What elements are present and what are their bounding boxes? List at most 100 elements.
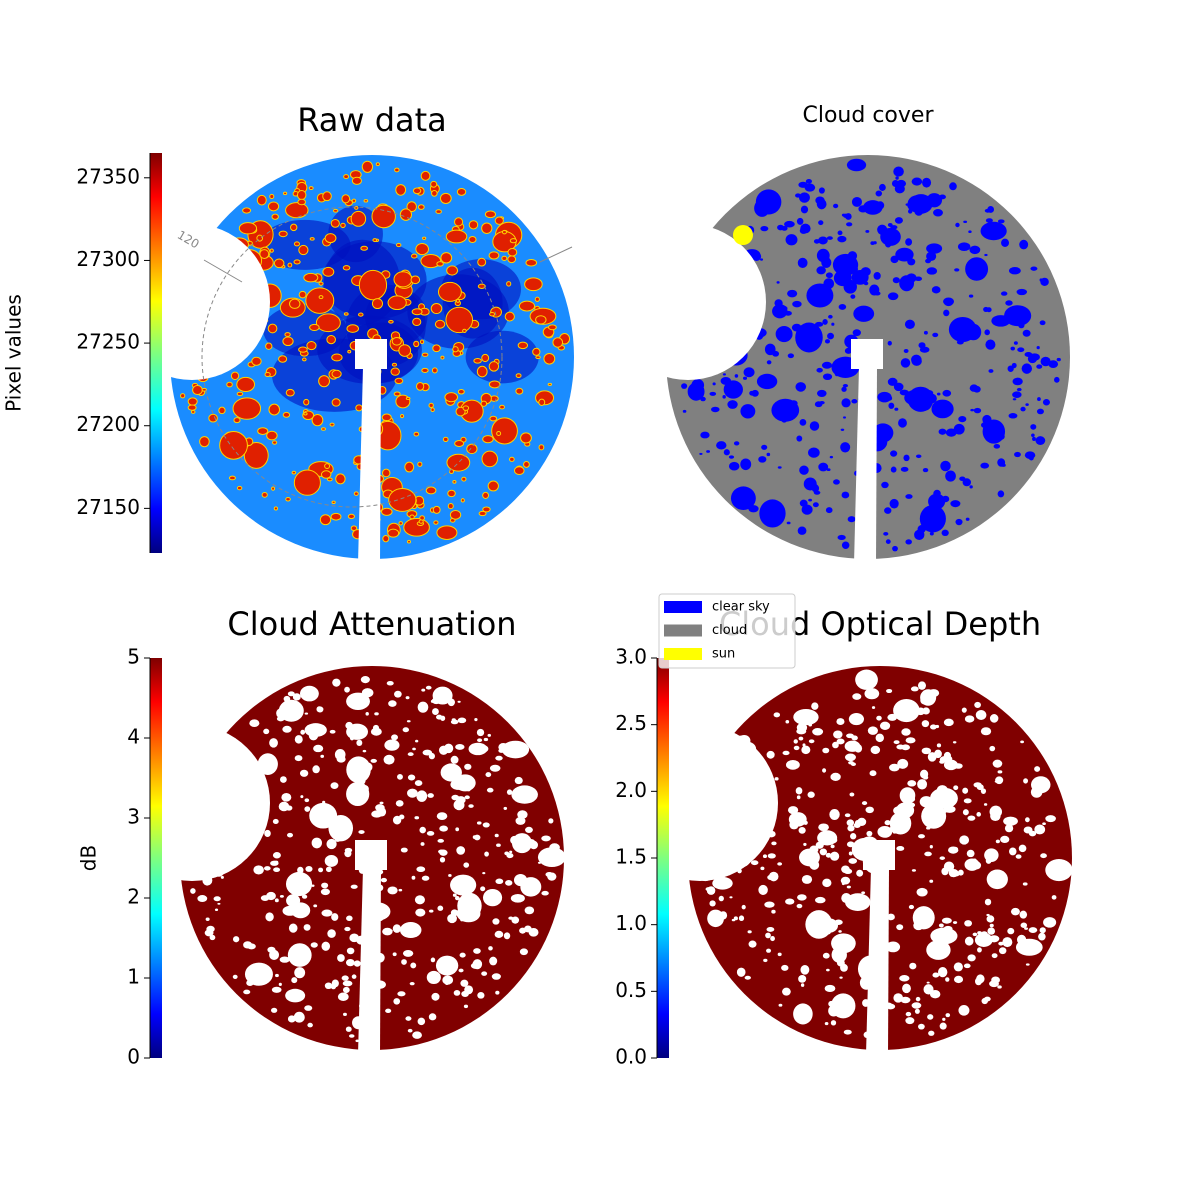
sky-blob <box>411 875 416 880</box>
sky-blob <box>766 927 775 932</box>
sky-blob <box>760 866 765 871</box>
sky-blob <box>759 258 764 261</box>
sky-blob <box>233 417 241 424</box>
sky-blob <box>299 685 319 702</box>
sky-blob <box>994 780 998 783</box>
sky-blob <box>914 1008 920 1014</box>
sky-blob <box>801 504 813 515</box>
sky-blob <box>716 441 727 450</box>
sky-blob <box>945 428 957 437</box>
sky-blob <box>543 352 556 365</box>
sky-blob <box>833 269 852 287</box>
sky-blob <box>220 875 224 879</box>
sky-blob <box>282 725 292 733</box>
sky-blob <box>541 835 551 842</box>
sky-blob <box>815 896 826 904</box>
sky-blob <box>384 739 400 751</box>
sky-blob <box>358 269 388 301</box>
sky-blob <box>457 717 467 724</box>
sky-blob <box>818 823 829 832</box>
sky-blob <box>261 491 268 498</box>
sky-blob <box>1025 963 1030 966</box>
sky-blob <box>905 1017 915 1025</box>
sky-blob <box>319 514 332 526</box>
sky-blob <box>324 463 331 470</box>
sky-blob <box>432 344 441 353</box>
sky-blob <box>404 461 415 473</box>
sky-blob <box>787 353 795 359</box>
colorbar-tick-label: 1.0 <box>615 911 647 935</box>
sky-blob <box>836 738 845 745</box>
sky-blob <box>205 917 210 922</box>
sky-blob <box>342 265 351 271</box>
sky-blob <box>320 754 325 758</box>
sky-blob <box>289 298 301 309</box>
sky-blob <box>975 977 983 986</box>
sky-blob <box>985 857 992 864</box>
sky-blob <box>984 898 992 906</box>
sky-blob <box>297 887 304 893</box>
sky-blob <box>841 398 851 408</box>
sky-blob <box>853 305 875 322</box>
sky-blob <box>511 916 520 924</box>
sky-blob <box>377 807 387 817</box>
colorbar-tick-label: 5 <box>127 645 140 669</box>
sky-blob <box>953 962 963 972</box>
sky-blob <box>1003 816 1018 826</box>
sky-blob <box>348 1034 355 1038</box>
sky-blob <box>351 176 362 185</box>
sky-blob <box>282 336 294 347</box>
sky-blob <box>989 805 1003 818</box>
sky-blob <box>992 759 1003 768</box>
sky-blob <box>893 166 904 177</box>
sky-blob <box>711 406 720 413</box>
sky-blob <box>824 984 836 993</box>
sky-blob <box>808 498 813 502</box>
sky-blob <box>392 952 397 957</box>
sky-blob <box>858 205 868 213</box>
sky-blob <box>889 763 900 772</box>
mask-block <box>355 840 387 870</box>
sky-blob <box>961 707 967 713</box>
sky-blob <box>774 777 779 781</box>
sky-blob <box>728 455 735 459</box>
sky-blob <box>826 968 830 972</box>
sky-blob <box>445 982 449 985</box>
sky-blob <box>447 913 457 924</box>
sky-blob <box>342 980 353 987</box>
sky-blob <box>914 529 925 541</box>
sky-blob <box>927 244 934 250</box>
sky-blob <box>477 992 485 999</box>
sky-blob <box>800 223 811 234</box>
sky-blob <box>905 494 913 499</box>
sky-blob <box>777 466 782 469</box>
sky-blob <box>871 706 876 709</box>
colorbar-tick-label: 3.0 <box>615 645 647 669</box>
sky-blob <box>815 841 824 849</box>
sky-blob <box>515 387 524 395</box>
sky-blob <box>481 450 498 468</box>
sky-blob <box>402 950 414 957</box>
sky-blob <box>963 220 968 224</box>
sky-blob <box>850 294 856 299</box>
sky-blob <box>877 826 893 838</box>
sky-blob <box>797 257 808 269</box>
sky-blob <box>329 729 336 734</box>
sky-blob <box>371 204 396 229</box>
sky-blob <box>445 306 474 334</box>
sky-blob <box>798 736 804 741</box>
sky-blob <box>285 988 306 1003</box>
sky-blob <box>284 332 291 337</box>
mask-pole <box>358 367 381 564</box>
sky-blob <box>796 728 807 735</box>
sky-blob <box>287 262 293 268</box>
sky-blob <box>436 812 448 821</box>
sky-blob <box>785 898 795 905</box>
sky-blob <box>821 925 828 932</box>
sky-blob <box>901 744 910 751</box>
mask-top <box>840 646 920 666</box>
sky-blob <box>331 913 339 921</box>
sky-blob <box>534 296 540 302</box>
sky-blob <box>851 735 858 741</box>
sky-blob <box>926 513 933 520</box>
